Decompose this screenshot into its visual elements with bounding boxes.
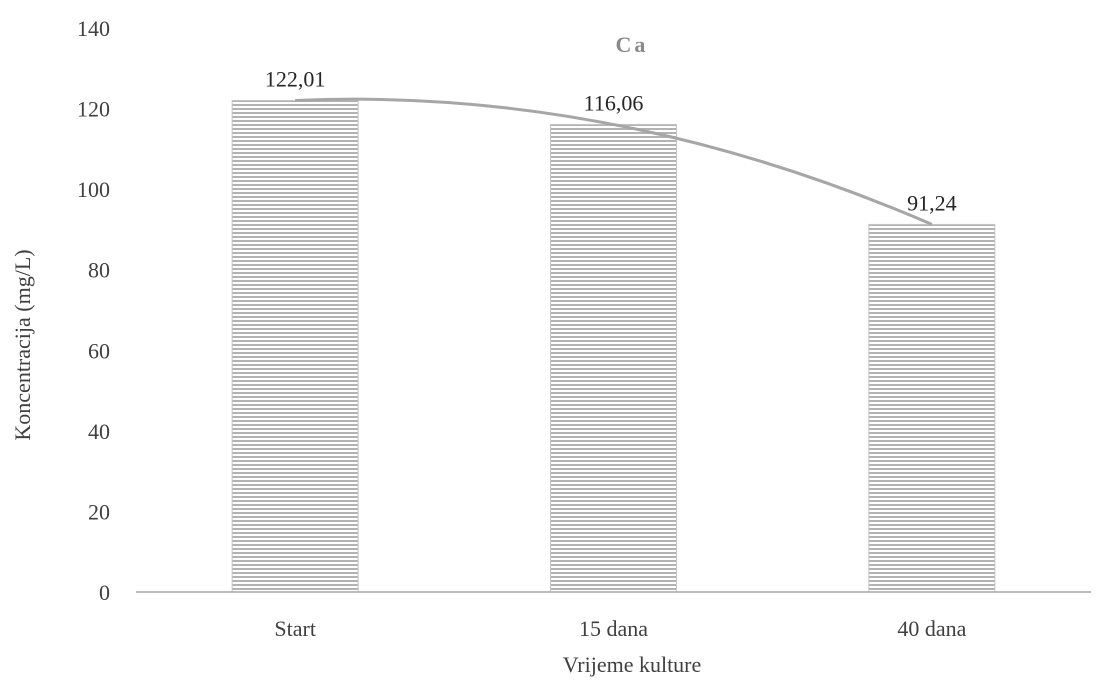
data-labels: 122,01 116,06 91,24	[265, 66, 957, 215]
trendline-group	[295, 97, 933, 226]
y-axis-title: Koncentracija (mg/L)	[10, 249, 35, 440]
x-tick-label: 15 dana	[579, 616, 648, 641]
x-tick-label: 40 dana	[897, 616, 966, 641]
bar	[231, 99, 359, 593]
series-label: Ca	[616, 32, 649, 57]
x-axis-title: Vrijeme kulture	[563, 652, 702, 677]
y-tick-label: 80	[88, 258, 110, 283]
bar	[868, 223, 996, 593]
data-label: 91,24	[907, 190, 957, 215]
data-label: 122,01	[265, 66, 326, 91]
y-tick-label: 40	[88, 419, 110, 444]
x-axis-ticks: Start 15 dana 40 dana	[274, 616, 966, 641]
y-tick-label: 0	[99, 580, 110, 605]
y-tick-label: 20	[88, 499, 110, 524]
y-tick-label: 120	[77, 97, 110, 122]
bar	[550, 123, 677, 593]
y-tick-label: 60	[88, 338, 110, 363]
trendline	[295, 97, 933, 226]
x-tick-label: Start	[274, 616, 316, 641]
data-label: 116,06	[584, 90, 644, 115]
bars	[231, 99, 996, 593]
y-tick-label: 140	[77, 16, 110, 41]
y-tick-label: 100	[77, 177, 110, 202]
y-axis-ticks: 0 20 40 60 80 100 120 140	[77, 16, 110, 605]
